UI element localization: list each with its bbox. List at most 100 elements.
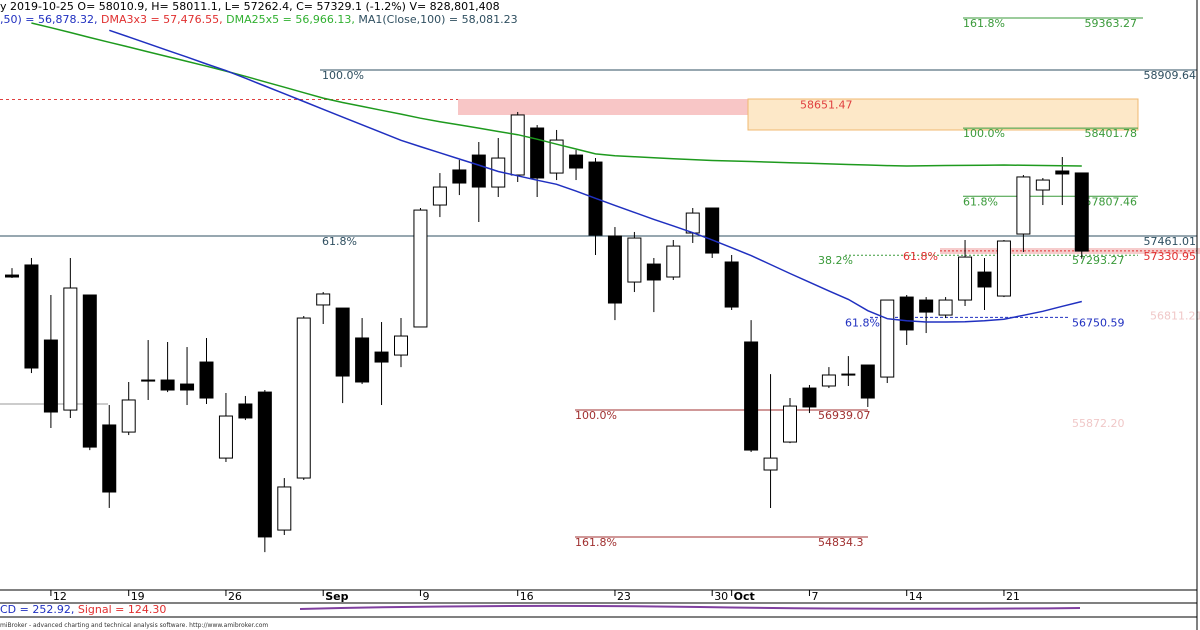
text-part: DMA25x5 = 56,966.13,: [226, 13, 358, 26]
candle-body: [996, 240, 1011, 297]
candle-body: [821, 374, 836, 387]
x-tick-label: 23: [617, 590, 631, 603]
candle-body: [5, 274, 19, 278]
zone-pink: [458, 99, 748, 115]
candle-body: [724, 261, 739, 308]
candle-body: [374, 351, 389, 363]
candle-body: [452, 169, 467, 184]
candle-body: [510, 114, 525, 176]
x-tick-label: 16: [520, 590, 534, 603]
candle-body: [335, 307, 350, 377]
level-price: 58651.47: [800, 99, 853, 112]
x-tick-label: 19: [131, 590, 145, 603]
candle-body: [141, 379, 156, 382]
text-part: MA1(Close,100) = 58,081.23: [358, 13, 517, 26]
candle-body: [1055, 170, 1070, 175]
level-percent: 100.0%: [575, 409, 617, 422]
levels: 161.8% 59363.27 100.0% 58909.64 58651.47 100.…: [0, 17, 1200, 549]
level-percent: 100.0%: [322, 69, 364, 82]
x-tick-label: Oct: [734, 590, 755, 603]
level-percent: 100.0%: [963, 127, 1005, 140]
candle-body: [316, 293, 331, 306]
candle-body: [802, 387, 817, 408]
candle-body: [899, 296, 914, 331]
level-price: 57330.95: [1144, 250, 1197, 263]
candle-body: [218, 415, 233, 459]
candle-body: [685, 212, 700, 234]
level-price: 56811.21: [1150, 309, 1200, 322]
candle-body: [257, 391, 272, 538]
candle-body: [432, 186, 447, 206]
candle-body: [277, 486, 292, 531]
x-tick-label: 12: [53, 590, 67, 603]
candle-body: [238, 403, 253, 419]
candle-body: [646, 263, 661, 281]
level-price: 57807.46: [1085, 195, 1138, 208]
candle-body: [841, 373, 856, 376]
x-tick-label: Sep: [325, 590, 348, 603]
candle-body: [549, 139, 564, 174]
level-percent: 61.8%: [963, 195, 998, 208]
level-price: 55872.20: [1072, 417, 1125, 430]
candle-body: [180, 383, 195, 391]
level-percent: 61.8%: [903, 250, 938, 263]
text-part: DMA3x3 = 57,476.55,: [101, 13, 226, 26]
candle-body: [607, 235, 622, 304]
candle-body: [763, 457, 778, 471]
candle-body: [530, 127, 545, 179]
level-percent: 161.8%: [963, 17, 1005, 30]
candle-body: [1035, 179, 1050, 191]
candle-body: [199, 361, 214, 399]
level-price: 54834.3: [818, 536, 864, 549]
candle-body: [744, 341, 759, 451]
level-percent: 38.2%: [818, 254, 853, 267]
candle-body: [1016, 176, 1031, 235]
candle-body: [355, 337, 370, 383]
x-tick-label: 21: [1006, 590, 1020, 603]
ma-line: [31, 22, 1082, 167]
level-price: 56750.59: [1072, 316, 1125, 329]
x-tick-label: 7: [811, 590, 818, 603]
ma-line: [109, 29, 1082, 323]
candle-body: [102, 424, 117, 493]
text-part: Signal = 124.30: [78, 603, 167, 616]
level-percent: 61.8%: [322, 235, 357, 248]
candle-body: [880, 299, 895, 378]
candle-body: [860, 364, 875, 399]
candle-body: [938, 299, 953, 316]
candle-body: [160, 379, 175, 391]
macd-trace: [299, 604, 1081, 610]
legend: ,50) = 56,878.32, DMA3x3 = 57,476.55, DM…: [0, 13, 518, 26]
candle-body: [783, 405, 797, 443]
candle-body: [977, 271, 992, 288]
level-price: 58909.64: [1144, 69, 1197, 82]
x-tick-label: 26: [228, 590, 242, 603]
candle-body: [627, 237, 642, 283]
footer: miBroker - advanced charting and technic…: [0, 622, 268, 629]
candle-body: [705, 207, 720, 254]
level-price: 58401.78: [1085, 127, 1138, 140]
candle-body: [43, 339, 58, 413]
zone-orange: [747, 98, 1139, 131]
candle-body: [1074, 172, 1089, 252]
level-price: 56939.07: [818, 409, 871, 422]
text-part: ,50) = 56,878.32,: [0, 13, 101, 26]
text-part: y 2019-10-25 O= 58010.9, H= 58011.1, L= …: [0, 0, 500, 13]
candle-body: [471, 154, 486, 188]
x-tick-label: 30: [714, 590, 728, 603]
x-tick-label: 9: [422, 590, 429, 603]
level-price: 57293.27: [1072, 254, 1125, 267]
indicator-readout: CD = 252.92, Signal = 124.30: [0, 603, 166, 616]
level-percent: 161.8%: [575, 536, 617, 549]
level-price: 59363.27: [1085, 17, 1138, 30]
candle-body: [919, 299, 934, 313]
candle-body: [63, 287, 78, 411]
level-price: 57461.01: [1144, 235, 1197, 248]
text-part: CD = 252.92,: [0, 603, 78, 616]
moving-averages: [31, 22, 1082, 323]
candle-body: [24, 264, 39, 369]
level-percent: 61.8%: [845, 316, 880, 329]
candle-body: [569, 154, 584, 169]
